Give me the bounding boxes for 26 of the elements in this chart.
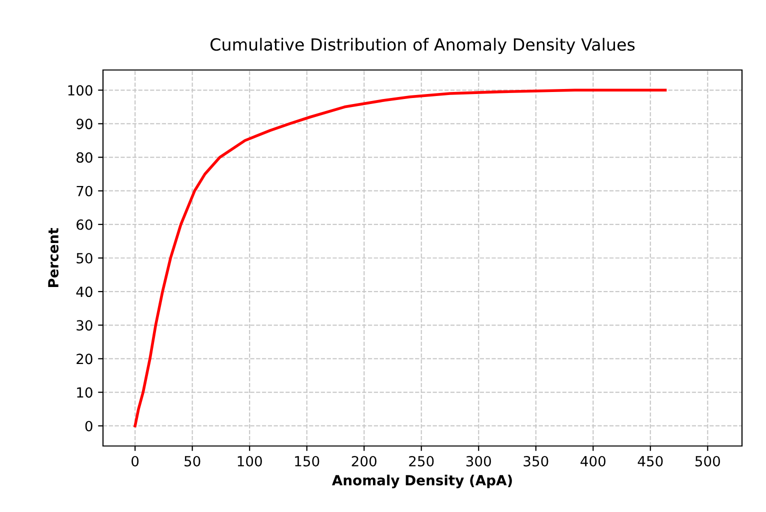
y-tick-label: 20 [76,354,92,364]
chart-title: Cumulative Distribution of Anomaly Density Values [210,38,635,54]
y-tick-label: 60 [76,219,92,230]
x-tick-label: 200 [352,456,376,466]
x-tick-label: 500 [695,456,720,466]
y-tick-label: 100 [68,85,92,96]
y-tick-label: 30 [76,320,92,331]
x-tick-label: 300 [466,456,491,466]
y-axis-title: Percent [48,228,59,288]
x-tick-label: 400 [580,456,606,466]
x-tick-label: 450 [638,456,663,466]
y-tick-label: 80 [76,152,92,163]
x-tick-label: 350 [524,456,548,466]
y-tick-label: 50 [76,252,92,264]
y-tick-label: 70 [76,186,92,196]
y-tick-label: 10 [77,387,92,398]
x-tick-label: 250 [409,456,434,466]
x-tick-label: 100 [238,456,262,466]
x-axis-title: Anomaly Density (ApA) [332,474,512,488]
x-tick-label: 0 [132,456,139,466]
y-tick-label: 40 [76,286,92,298]
x-tick-label: 150 [295,456,320,466]
y-tick-label: 0 [85,420,92,432]
line-series [134,88,667,428]
x-tick-label: 50 [184,456,200,466]
y-tick-label: 90 [76,118,92,130]
